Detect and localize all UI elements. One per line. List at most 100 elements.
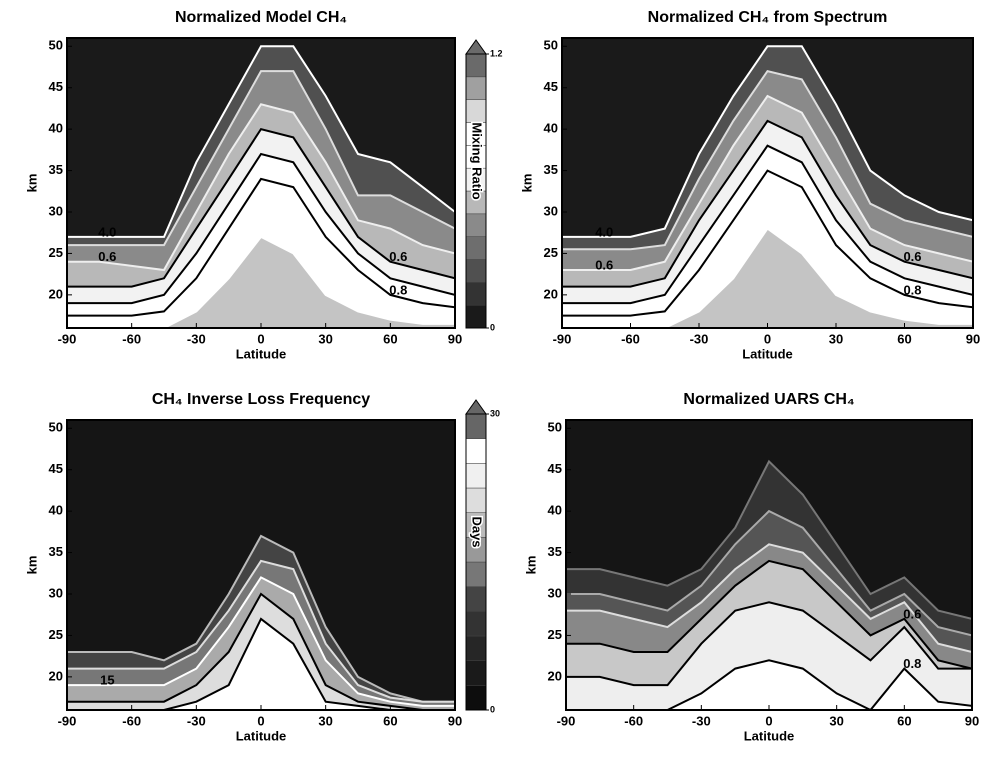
x-tick-label: 0 [257, 331, 264, 346]
y-tick-label: 45 [544, 79, 558, 94]
x-tick-label: -60 [122, 713, 141, 728]
colorbar-frame [465, 413, 487, 711]
colorbar-extension [465, 399, 487, 415]
colorbar-swatch [465, 487, 487, 513]
x-tick-label: 30 [318, 331, 332, 346]
colorbar-swatch [465, 236, 487, 260]
y-tick-label: 30 [544, 203, 558, 218]
colorbar-frame [465, 53, 487, 329]
x-tick-label: -30 [692, 713, 711, 728]
x-tick-label: 0 [764, 331, 771, 346]
colorbar-tick-label: 0 [490, 322, 495, 332]
contour-line [562, 119, 973, 288]
y-tick-label: 45 [548, 461, 562, 476]
y-tick-label: 50 [49, 420, 63, 435]
x-tick-label: -90 [58, 331, 77, 346]
contour-line [67, 152, 455, 305]
contour-line [67, 45, 455, 238]
y-tick-label: 35 [544, 162, 558, 177]
contour-label: 4.0 [595, 224, 613, 239]
x-tick-label: -60 [624, 713, 643, 728]
contour-line [67, 235, 455, 328]
x-tick-label: 60 [897, 713, 911, 728]
y-tick-label: 35 [548, 544, 562, 559]
x-axis-label: Latitude [744, 728, 795, 743]
contour-label: 15 [100, 673, 114, 688]
x-tick-label: -90 [553, 331, 572, 346]
contour-line [67, 576, 455, 707]
contour-line [67, 127, 455, 288]
chart-title: CH₄ Inverse Loss Frequency [152, 391, 370, 408]
colorbar-swatch [465, 438, 487, 464]
colorbar-tick-label: 0 [490, 704, 495, 714]
contour-line [67, 103, 455, 272]
x-tick-label: 0 [257, 713, 264, 728]
contour-label: 4.0 [98, 224, 116, 239]
x-tick-label: -90 [557, 713, 576, 728]
y-tick-label: 50 [548, 420, 562, 435]
contours: 15 [67, 534, 455, 710]
contour-line [67, 617, 455, 710]
contour-line [566, 509, 972, 637]
y-tick-label: 30 [49, 585, 63, 600]
y-tick-label: 45 [49, 79, 63, 94]
colorbar-swatch [465, 53, 487, 78]
panel: 4.0 0.6 0.6 0.8 Normalized CH₄ from Spectrum… [519, 9, 980, 361]
x-tick-label: -90 [58, 713, 77, 728]
y-tick-label: 25 [49, 627, 63, 642]
x-tick-label: 30 [829, 331, 843, 346]
colorbar-swatch [465, 413, 487, 439]
colorbar-swatch [465, 660, 487, 686]
colorbar-swatch [465, 259, 487, 283]
contour-label: 0.6 [389, 249, 407, 264]
contours: 4.0 0.6 0.6 0.8 [67, 45, 455, 328]
x-tick-label: -60 [621, 331, 640, 346]
y-tick-label: 40 [548, 503, 562, 518]
colorbar-swatch [465, 463, 487, 489]
colorbar-swatch [465, 304, 487, 329]
x-axis-label: Latitude [236, 346, 287, 361]
contour-label: 0.6 [98, 249, 116, 264]
contour-band [566, 602, 972, 710]
colorbar-swatch [465, 99, 487, 123]
x-tick-label: 90 [965, 713, 979, 728]
colorbar-swatch [465, 76, 487, 100]
x-tick-label: 60 [383, 331, 397, 346]
x-tick-label: 90 [448, 713, 462, 728]
x-tick-label: 90 [966, 331, 980, 346]
contour-label: 0.8 [389, 282, 407, 297]
colorbar-label: Mixing Ratio [470, 122, 485, 199]
x-axis-label: Latitude [236, 728, 287, 743]
y-tick-label: 40 [544, 121, 558, 136]
colorbar-extension [465, 39, 487, 55]
colorbar-swatch [465, 561, 487, 587]
y-tick-label: 50 [544, 38, 558, 53]
colorbar-tick-label: 30 [490, 408, 500, 418]
y-axis-label: km [24, 556, 39, 575]
chart-title: Normalized UARS CH₄ [683, 391, 854, 408]
x-tick-label: 30 [318, 713, 332, 728]
y-tick-label: 30 [49, 203, 63, 218]
y-tick-label: 35 [49, 544, 63, 559]
colorbar-tick-label: 1.2 [490, 48, 503, 58]
y-tick-label: 25 [49, 245, 63, 260]
contour-band [67, 618, 455, 710]
contour-label: 0.6 [903, 606, 921, 621]
y-tick-label: 50 [49, 38, 63, 53]
contour-label: 0.6 [595, 257, 613, 272]
y-axis-label: km [523, 556, 538, 575]
colorbar-label: Days [470, 516, 485, 547]
panel: 15 CH₄ Inverse Loss Frequency -90 -60 -30 0 30… [24, 391, 500, 743]
colorbar-swatch [465, 611, 487, 637]
chart-title: Normalized CH₄ from Spectrum [648, 9, 888, 26]
contour-label: 0.6 [903, 249, 921, 264]
y-tick-label: 45 [49, 461, 63, 476]
x-tick-label: -30 [187, 713, 206, 728]
colorbar-swatch [465, 282, 487, 306]
contour-line [67, 534, 455, 703]
colorbar-swatch [465, 685, 487, 711]
contour-band [562, 228, 973, 328]
y-tick-label: 20 [49, 286, 63, 301]
x-axis-label: Latitude [742, 346, 793, 361]
contour-line [562, 94, 973, 271]
